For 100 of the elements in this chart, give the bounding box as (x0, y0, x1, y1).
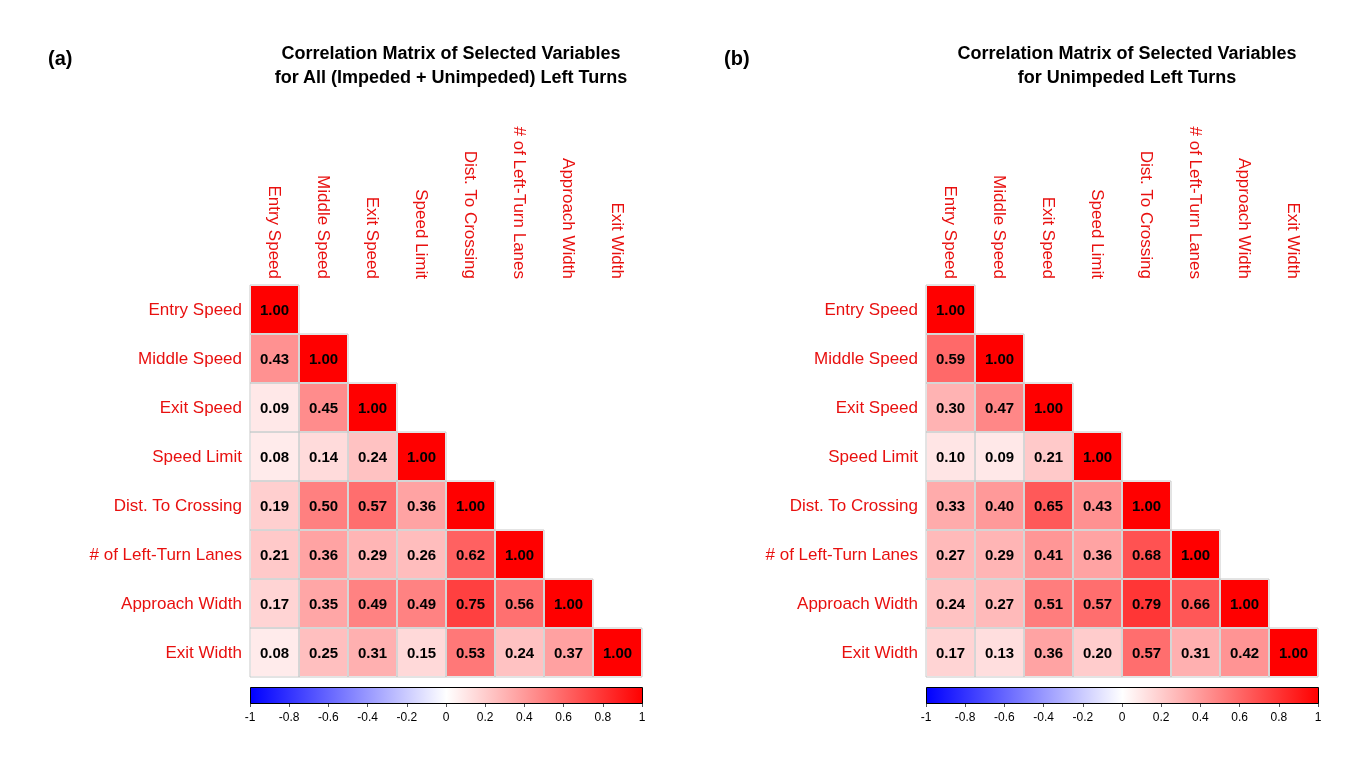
data-label: 0.35 (308, 595, 339, 612)
color-bar-label: -0.4 (357, 710, 379, 724)
data-label: 1.00 (1229, 595, 1260, 612)
color-bar-label: -0.8 (278, 710, 300, 724)
data-label: 1.00 (308, 350, 339, 367)
color-bar-label: -0.2 (396, 710, 418, 724)
x-tick-label: Approach Width (559, 158, 578, 279)
data-label: 0.62 (455, 546, 486, 563)
data-label: 0.29 (984, 546, 1015, 563)
data-label: 0.57 (1131, 644, 1162, 661)
color-bar-label: -0.2 (1072, 710, 1094, 724)
data-label: 0.09 (984, 448, 1015, 465)
data-label: 0.50 (308, 497, 339, 514)
data-label: 0.40 (984, 497, 1015, 514)
data-label: 0.25 (308, 644, 339, 661)
data-label: 0.31 (1180, 644, 1211, 661)
data-label: 1.00 (406, 448, 437, 465)
data-label: 1.00 (1033, 399, 1064, 416)
chart-title: Correlation Matrix of Selected Variables for Unimpeded Left Turns (957, 43, 1297, 87)
x-tick-label: Dist. To Crossing (1137, 150, 1156, 279)
data-label: 0.66 (1180, 595, 1211, 612)
data-label: 0.43 (259, 350, 290, 367)
data-label: 0.68 (1131, 546, 1162, 563)
data-label: 1.00 (455, 497, 486, 514)
color-bar-label: 0.6 (555, 710, 573, 724)
y-tick-label: Middle Speed (814, 349, 918, 368)
data-label: 0.75 (455, 595, 486, 612)
data-label: 0.56 (504, 595, 535, 612)
data-label: 0.19 (259, 497, 290, 514)
data-label: 0.43 (1082, 497, 1113, 514)
x-tick-label: Exit Speed (363, 196, 382, 279)
color-bar-label: -1 (920, 710, 932, 724)
x-tick-label: Exit Width (1284, 202, 1303, 279)
color-bar-label: -0.6 (994, 710, 1016, 724)
data-label: 0.30 (935, 399, 966, 416)
color-bar-label: 0.2 (1152, 710, 1170, 724)
color-bar-label: 1 (1314, 710, 1322, 724)
x-tick-label: Middle Speed (990, 175, 1009, 279)
data-label: 0.09 (259, 399, 290, 416)
color-bar-label: -0.8 (954, 710, 976, 724)
data-label: 1.00 (357, 399, 388, 416)
data-label: 0.14 (308, 448, 339, 465)
data-label: 0.79 (1131, 595, 1162, 612)
data-label: 0.59 (935, 350, 966, 367)
data-label: 1.00 (1131, 497, 1162, 514)
y-tick-label: Entry Speed (824, 300, 918, 319)
color-bar-label: 0 (442, 710, 450, 724)
color-bar-label: 0 (1118, 710, 1126, 724)
data-label: 0.27 (984, 595, 1015, 612)
x-tick-label: # of Left-Turn Lanes (510, 126, 529, 279)
color-bar-label: 0.4 (1192, 710, 1210, 724)
x-tick-label: Speed Limit (412, 189, 431, 280)
data-label: 0.13 (984, 644, 1015, 661)
chart-title: Correlation Matrix of Selected Variables for All (Impeded + Unimpeded) Left Turns (274, 43, 628, 87)
color-bar-label: 0.2 (476, 710, 494, 724)
data-label: 0.29 (357, 546, 388, 563)
y-tick-label: Exit Width (165, 643, 242, 662)
data-label: 0.17 (935, 644, 966, 661)
y-tick-label: Exit Speed (835, 398, 918, 417)
data-label: 0.41 (1033, 546, 1064, 563)
y-tick-label: Approach Width (121, 594, 242, 613)
data-label: 0.57 (1082, 595, 1113, 612)
data-label: 0.08 (259, 644, 290, 661)
x-tick-label: Speed Limit (1088, 189, 1107, 280)
y-tick-label: Dist. To Crossing (789, 496, 918, 515)
color-bar-label: 0.8 (1270, 710, 1288, 724)
y-tick-label: Speed Limit (152, 447, 243, 466)
data-label: 0.36 (308, 546, 339, 563)
data-label: 1.00 (935, 301, 966, 318)
data-label: 0.45 (308, 399, 339, 416)
data-label: 0.17 (259, 595, 290, 612)
text: (a) (48, 47, 73, 69)
color-bar-label: 0.6 (1231, 710, 1249, 724)
data-label: 1.00 (259, 301, 290, 318)
data-label: 0.49 (357, 595, 388, 612)
x-tick-label: Exit Width (608, 202, 627, 279)
color-bar-label: -0.6 (318, 710, 340, 724)
color-bar-label: 0.4 (516, 710, 534, 724)
data-label: 0.15 (406, 644, 437, 661)
data-label: 0.08 (259, 448, 290, 465)
data-label: 0.31 (357, 644, 388, 661)
data-label: 1.00 (1180, 546, 1211, 563)
data-label: 0.33 (935, 497, 966, 514)
data-label: 0.36 (406, 497, 437, 514)
x-tick-label: Middle Speed (314, 175, 333, 279)
data-label: 1.00 (984, 350, 1015, 367)
data-label: 0.20 (1082, 644, 1113, 661)
y-tick-label: Approach Width (797, 594, 918, 613)
y-tick-label: # of Left-Turn Lanes (89, 545, 242, 564)
data-label: 0.21 (259, 546, 290, 563)
data-label: 0.36 (1082, 546, 1113, 563)
y-tick-label: Entry Speed (148, 300, 242, 319)
data-label: 0.24 (357, 448, 388, 465)
x-tick-label: # of Left-Turn Lanes (1186, 126, 1205, 279)
color-bar-label: -0.4 (1033, 710, 1055, 724)
text: (b) (724, 47, 750, 69)
data-label: 0.57 (357, 497, 388, 514)
data-label: 0.26 (406, 546, 437, 563)
data-label: 0.10 (935, 448, 966, 465)
data-label: 0.51 (1033, 595, 1064, 612)
